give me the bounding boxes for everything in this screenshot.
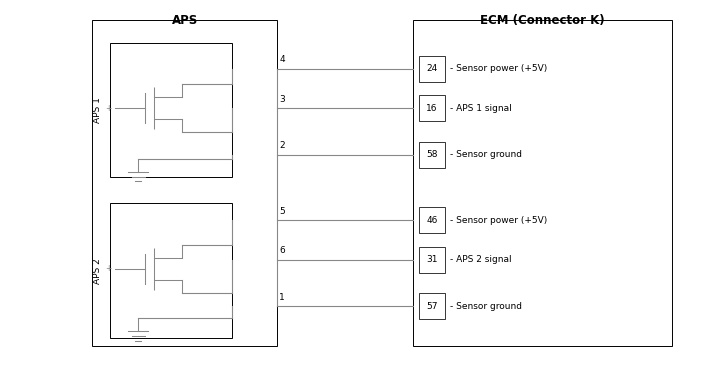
Text: - Sensor power (+5V): - Sensor power (+5V) [449,216,547,225]
Text: ECM (Connector K): ECM (Connector K) [480,14,605,28]
Bar [419,95,445,121]
Text: APS: APS [172,14,198,28]
Text: - APS 2 signal: - APS 2 signal [449,255,511,264]
Text: 3: 3 [279,95,285,104]
Text: 5: 5 [279,207,285,216]
Text: - Sensor power (+5V): - Sensor power (+5V) [449,64,547,73]
Text: - APS 1 signal: - APS 1 signal [449,104,512,113]
Bar [419,56,445,82]
Text: 58: 58 [426,150,438,159]
Text: - Sensor ground: - Sensor ground [449,150,522,159]
Bar [419,207,445,233]
Text: 24: 24 [427,64,438,73]
Bar [109,204,232,338]
Text: 4: 4 [279,55,285,64]
Bar [419,142,445,168]
Bar [414,20,672,346]
Text: 2: 2 [279,141,285,150]
Text: 57: 57 [426,302,438,311]
Text: APS 1: APS 1 [93,97,102,123]
Text: 1: 1 [279,293,285,302]
Text: +: + [105,264,111,273]
Bar [92,20,277,346]
Bar [109,43,232,177]
Text: 46: 46 [426,216,438,225]
Bar [419,247,445,273]
Text: APS 2: APS 2 [93,258,102,284]
Text: 31: 31 [426,255,438,264]
Text: 6: 6 [279,246,285,255]
Bar [419,293,445,319]
Text: 16: 16 [426,104,438,113]
Text: +: + [105,104,111,113]
Text: - Sensor ground: - Sensor ground [449,302,522,311]
